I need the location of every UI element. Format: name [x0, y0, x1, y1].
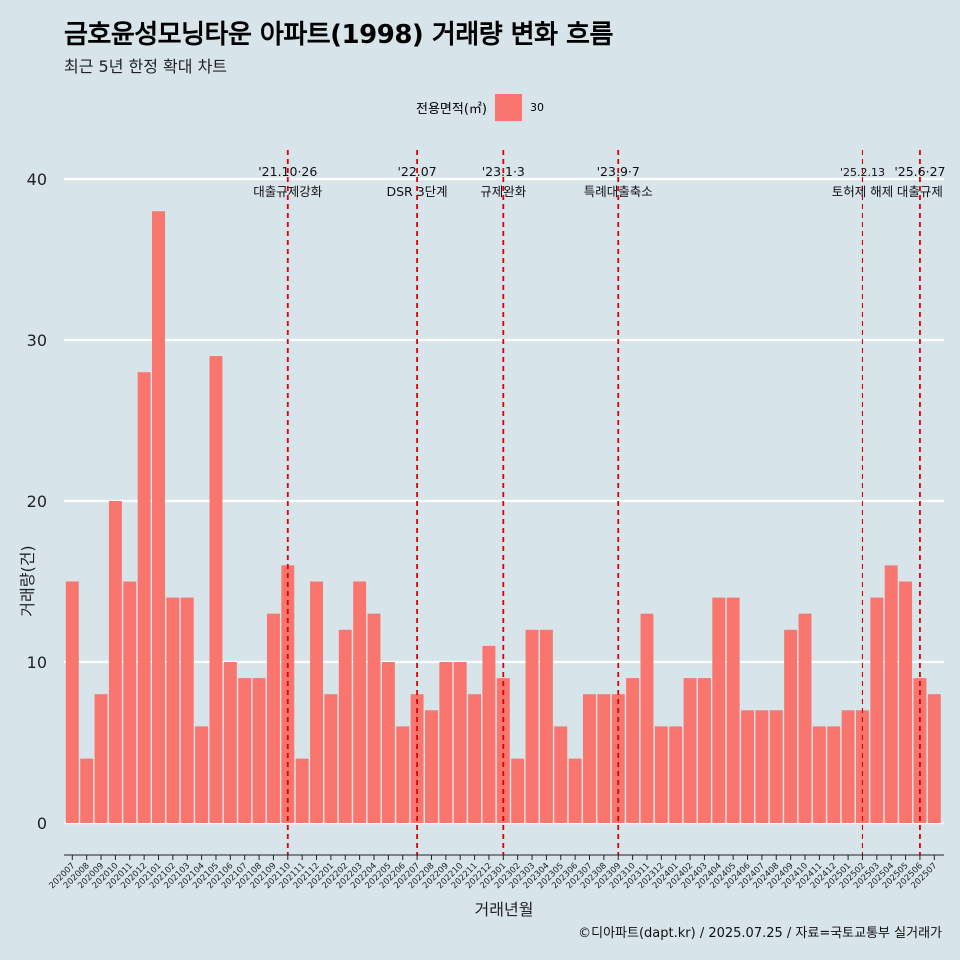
bar — [583, 694, 596, 823]
y-tick-label: 0 — [37, 814, 47, 833]
bar — [927, 694, 941, 823]
y-tick-label: 40 — [27, 170, 47, 189]
source-caption: ©디아파트(dapt.kr) / 2025.07.25 / 자료=국토교통부 실… — [578, 926, 942, 941]
y-tick-label: 20 — [27, 492, 47, 511]
y-tick-label: 30 — [27, 331, 47, 350]
bar — [554, 726, 568, 823]
bar — [108, 501, 122, 823]
y-axis-title: 거래량(건) — [18, 545, 37, 616]
bar — [180, 597, 194, 823]
bar — [755, 710, 769, 823]
annotation-date: '21.10·26 — [258, 164, 317, 179]
bar — [65, 581, 79, 823]
bar — [123, 581, 137, 823]
bar — [913, 678, 927, 823]
bar — [712, 597, 726, 823]
bar — [827, 726, 841, 823]
annotation-label: DSR 3단계 — [387, 184, 448, 199]
bar — [726, 597, 740, 823]
chart-title: 금호윤성모닝타운 아파트(1998) 거래량 변화 흐름 — [64, 20, 613, 50]
bar — [741, 710, 754, 823]
bar — [223, 662, 237, 823]
bar — [784, 629, 798, 823]
bar — [841, 710, 855, 823]
bar — [626, 678, 640, 823]
annotation-label: 토허제 해제 — [832, 184, 893, 199]
bar — [238, 678, 252, 823]
bar — [410, 694, 424, 823]
bar — [769, 710, 783, 823]
bar — [353, 581, 367, 823]
annotation-label: 특례대출축소 — [584, 184, 653, 199]
bar — [209, 356, 223, 823]
chart-subtitle: 최근 5년 한정 확대 차트 — [64, 57, 228, 76]
bar — [295, 758, 309, 823]
bar — [338, 629, 352, 823]
annotation-date: '25.2.13 — [840, 166, 885, 179]
annotation-date: '25.6·27 — [894, 164, 945, 179]
bar — [453, 662, 467, 823]
bar — [798, 613, 812, 823]
bar — [266, 613, 280, 823]
bar — [539, 629, 553, 823]
bar — [640, 613, 654, 823]
bar — [669, 726, 683, 823]
legend-key-swatch — [494, 94, 522, 121]
bar — [310, 581, 323, 823]
bar — [367, 613, 381, 823]
bar — [568, 758, 582, 823]
bar — [683, 678, 697, 823]
bar — [166, 597, 180, 823]
annotation-date: '23.9·7 — [597, 164, 640, 179]
y-tick-label: 10 — [27, 653, 47, 672]
legend: 전용면적(㎡) 30 — [0, 94, 960, 121]
x-axis-title: 거래년월 — [475, 900, 534, 919]
bar — [425, 710, 438, 823]
bar — [511, 758, 525, 823]
bar — [597, 694, 611, 823]
bar — [152, 211, 165, 823]
bar — [80, 758, 94, 823]
annotation-date: '22.07 — [397, 164, 436, 179]
bar — [252, 678, 266, 823]
legend-title: 전용면적(㎡) — [416, 102, 487, 117]
bars-layer — [65, 211, 941, 823]
bar — [324, 694, 338, 823]
bar — [496, 678, 510, 823]
bar — [482, 645, 496, 823]
bar — [525, 629, 539, 823]
bar — [94, 694, 108, 823]
bar — [468, 694, 482, 823]
annotation-date: '23.1·3 — [482, 164, 525, 179]
annotations-layer: '21.10·26 대출규제강화 '22.07 DSR 3단계 '23.1·3 규제완화 '… — [253, 150, 946, 855]
bar — [396, 726, 410, 823]
bar — [884, 565, 898, 823]
bar — [870, 597, 884, 823]
bar — [611, 694, 625, 823]
bar — [195, 726, 209, 823]
bar — [439, 662, 453, 823]
annotation-label: 대출규제 — [897, 184, 943, 199]
bar — [812, 726, 826, 823]
bar — [899, 581, 913, 823]
annotation-label: 대출규제강화 — [253, 184, 323, 199]
bar — [381, 662, 395, 823]
bar — [137, 372, 151, 823]
annotation-label: 규제완화 — [480, 184, 527, 199]
legend-label: 30 — [529, 101, 544, 114]
bar — [654, 726, 668, 823]
bar — [697, 678, 711, 823]
